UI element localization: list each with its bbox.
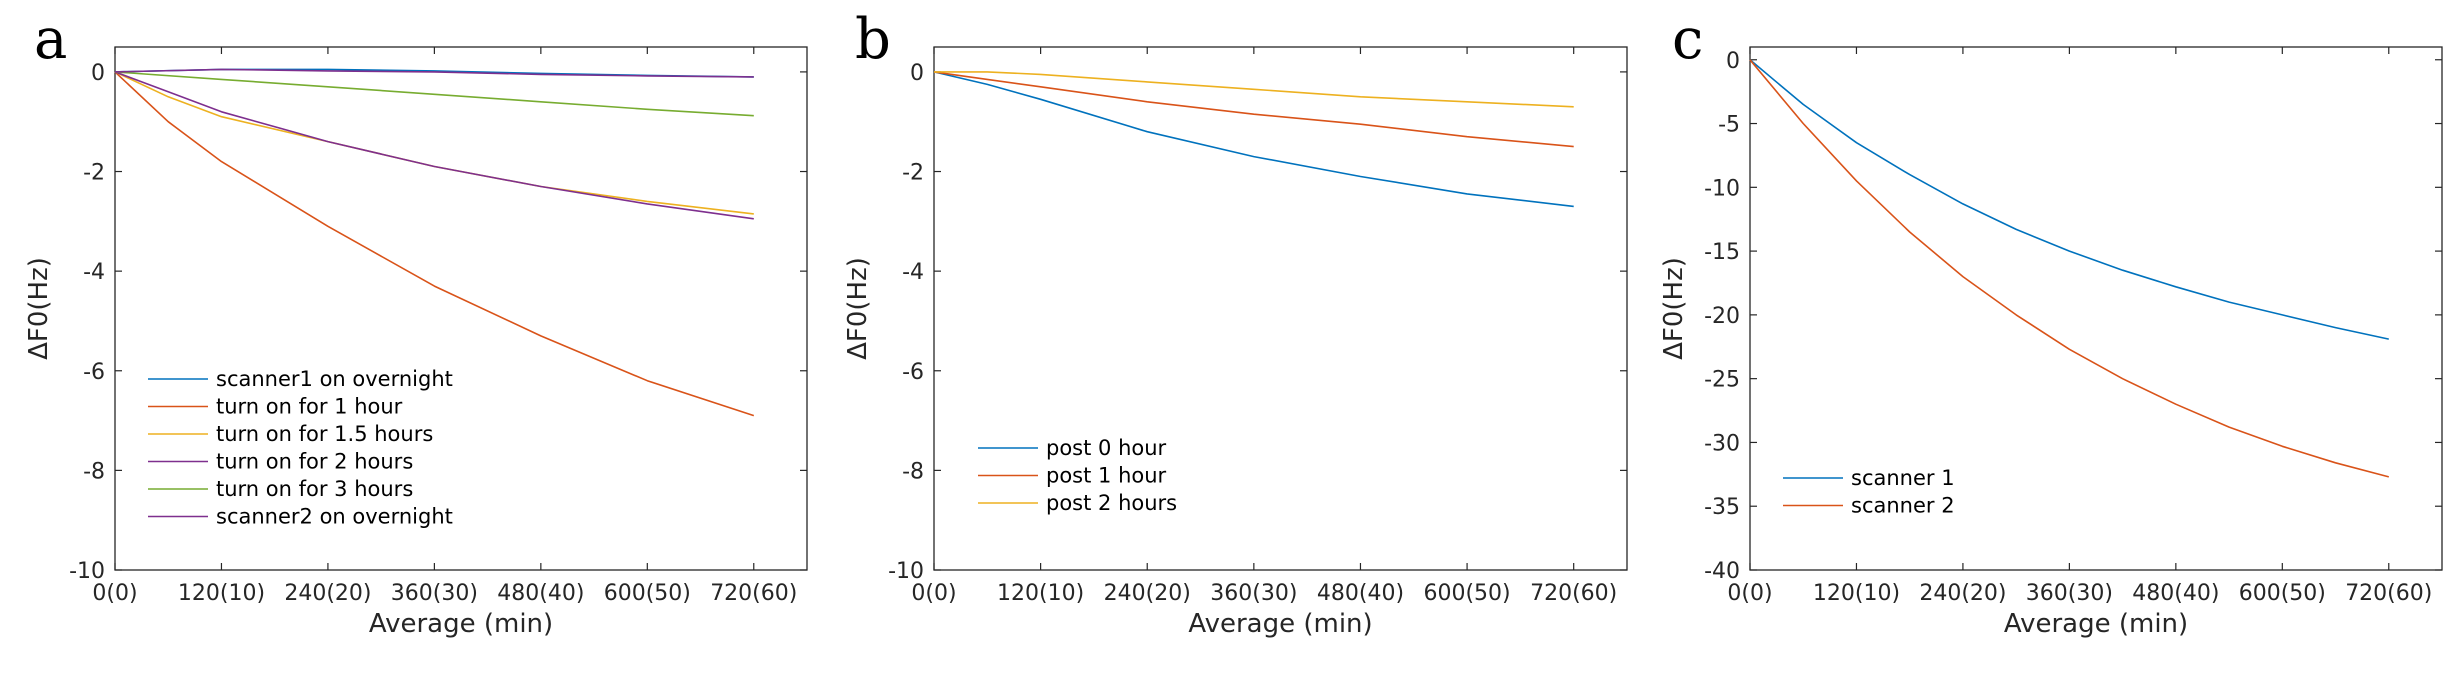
legend-label: turn on for 3 hours — [216, 477, 413, 501]
y-tick-label: -10 — [888, 559, 924, 584]
y-tick-label: -20 — [1704, 304, 1740, 329]
x-tick-label: 600(50) — [2239, 581, 2326, 606]
y-tick-label: -5 — [1718, 113, 1740, 138]
axes-frame-b — [933, 46, 1628, 571]
y-tick-label: -25 — [1704, 368, 1740, 393]
panel-letter-a: a — [34, 7, 67, 72]
y-tick-label: 0 — [1726, 49, 1740, 74]
series-line-turn-on-for-1-5-hours — [114, 71, 754, 215]
legend-c: scanner 1 scanner 2 — [1783, 466, 1955, 518]
legend-label: scanner2 on overnight — [216, 505, 453, 529]
y-tick-label: -15 — [1704, 240, 1740, 265]
panel-a: a 0(0) 120(10) 240(20) 360(30) 480(40) 600(50… — [24, 7, 808, 639]
y-tick-label: -40 — [1704, 559, 1740, 584]
x-tick-label: 360(30) — [391, 581, 478, 606]
x-tick-label: 0(0) — [911, 581, 956, 606]
y-tick-label: -10 — [1704, 176, 1740, 201]
x-axis-label-a: Average (min) — [369, 609, 553, 639]
y-tick-label: -35 — [1704, 495, 1740, 520]
panel-letter-c: c — [1672, 7, 1703, 72]
y-tick-label: -8 — [902, 459, 924, 484]
legend-label: post 2 hours — [1046, 491, 1177, 515]
y-tick-label: -10 — [69, 559, 105, 584]
x-tick-label: 600(50) — [604, 581, 691, 606]
y-tick-label: -2 — [83, 161, 105, 186]
x-tick-label: 480(40) — [497, 581, 584, 606]
x-tick-label: 120(10) — [997, 581, 1084, 606]
x-tick-label: 240(20) — [1919, 581, 2006, 606]
x-tick-label: 0(0) — [1727, 581, 1772, 606]
x-axis-label-c: Average (min) — [2004, 609, 2188, 639]
y-tick-label: -8 — [83, 459, 105, 484]
x-tick-label: 480(40) — [1317, 581, 1404, 606]
x-tick-label: 120(10) — [1813, 581, 1900, 606]
x-tick-label: 360(30) — [2026, 581, 2113, 606]
plot-area-c: 0(0) 120(10) 240(20) 360(30) 480(40) 600(50) 7… — [1704, 46, 2443, 606]
y-tick-label: -6 — [83, 360, 105, 385]
axes-frame-a — [114, 46, 808, 571]
plot-area-b: 0(0) 120(10) 240(20) 360(30) 480(40) 600(50) 7… — [888, 46, 1628, 606]
series-line-scanner2-on-overnight — [114, 68, 754, 78]
y-tick-label: -4 — [83, 260, 105, 285]
legend-label: post 0 hour — [1046, 436, 1167, 460]
panel-b: b 0(0) 120(10) 240(20) 360(30) 480(40) 600(50… — [843, 7, 1628, 639]
panel-letter-b: b — [855, 7, 891, 72]
legend-label: turn on for 1.5 hours — [216, 422, 433, 446]
axes-frame-c — [1749, 46, 2443, 571]
legend-label: turn on for 2 hours — [216, 450, 413, 474]
x-tick-label: 360(30) — [1210, 581, 1297, 606]
legend-a: scanner1 on overnight turn on for 1 hour t… — [148, 367, 453, 529]
series-line-post-0-hour — [933, 71, 1574, 208]
y-tick-label: -4 — [902, 260, 924, 285]
series-line-post-1-hour — [933, 71, 1574, 148]
series-line-scanner-1 — [1749, 59, 2389, 340]
series-line-scanner-2 — [1749, 59, 2390, 478]
x-tick-label: 720(60) — [1530, 581, 1617, 606]
series-line-turn-on-for-3-hours — [114, 71, 754, 117]
x-tick-label: 480(40) — [2132, 581, 2219, 606]
y-tick-label: -6 — [902, 360, 924, 385]
y-tick-label: 0 — [910, 61, 924, 86]
x-axis-label-b: Average (min) — [1188, 609, 1372, 639]
y-axis-label-c: ΔF0(Hz) — [1659, 257, 1689, 360]
x-tick-label: 240(20) — [1104, 581, 1191, 606]
legend-label: post 1 hour — [1046, 464, 1167, 488]
legend-label: scanner 1 — [1851, 466, 1955, 490]
legend-label: scanner1 on overnight — [216, 367, 453, 391]
plot-area-a: 0(0) 120(10) 240(20) 360(30) 480(40) 600(50) 7… — [69, 46, 808, 606]
x-tick-label: 720(60) — [2345, 581, 2432, 606]
legend-label: scanner 2 — [1851, 494, 1955, 518]
legend-label: turn on for 1 hour — [216, 395, 403, 419]
legend-b: post 0 hour post 1 hour post 2 hours — [978, 436, 1177, 515]
x-tick-label: 120(10) — [178, 581, 265, 606]
series-line-turn-on-for-2-hours — [114, 71, 754, 220]
x-tick-label: 600(50) — [1423, 581, 1510, 606]
y-tick-label: 0 — [91, 61, 105, 86]
series-line-post-2-hours — [934, 71, 1574, 108]
series-line-turn-on-for-1-hour — [114, 71, 755, 417]
y-axis-label-b: ΔF0(Hz) — [843, 257, 873, 360]
x-tick-label: 240(20) — [284, 581, 371, 606]
y-tick-label: -30 — [1704, 431, 1740, 456]
y-axis-label-a: ΔF0(Hz) — [24, 257, 54, 360]
y-tick-label: -2 — [902, 161, 924, 186]
x-tick-label: 0(0) — [92, 581, 137, 606]
panel-c: c 0(0) 120(10) 240(20) 360(30) 480(40) 600(50… — [1659, 7, 2443, 639]
x-tick-label: 720(60) — [710, 581, 797, 606]
